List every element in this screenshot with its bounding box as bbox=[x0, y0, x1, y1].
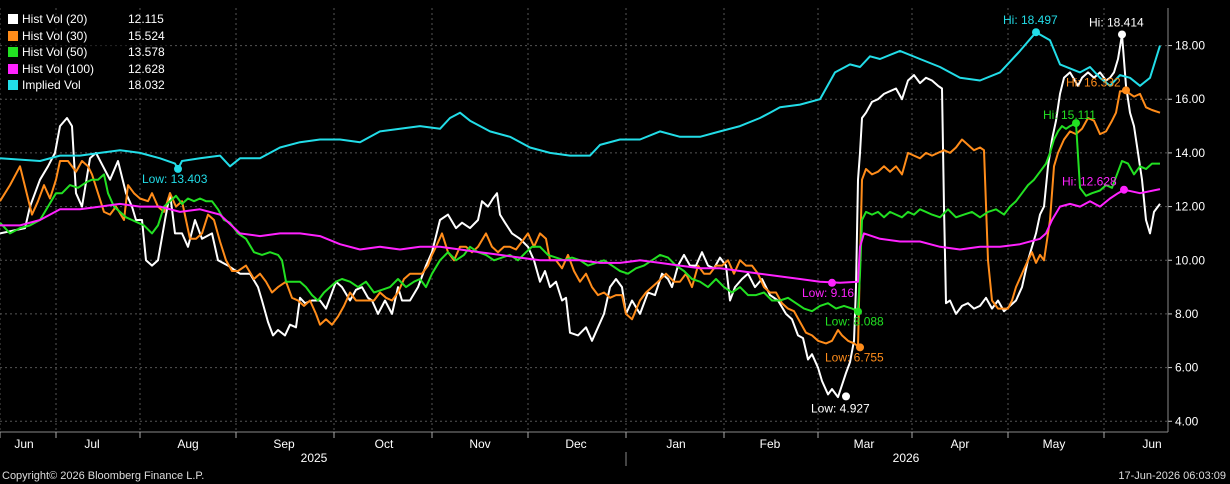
year-label: 2025 bbox=[301, 451, 328, 465]
grid bbox=[0, 8, 1168, 432]
annotation-label: Hi: 16.332 bbox=[1066, 75, 1121, 89]
annotation-marker bbox=[828, 278, 836, 287]
legend-last-value: 18.032 bbox=[128, 78, 165, 92]
x-tick-label: Jun bbox=[14, 437, 33, 451]
legend-swatch bbox=[8, 80, 18, 91]
annotation-marker bbox=[174, 164, 182, 173]
x-tick-label: Mar bbox=[854, 437, 875, 451]
legend-series-name: Hist Vol (30) bbox=[22, 28, 88, 43]
y-axis: 4.00 6.00 8.00 10.00 12.00 14.00 16.00 18.00 bbox=[1167, 8, 1205, 432]
annotation-marker bbox=[1032, 28, 1040, 37]
x-tick-label: Oct bbox=[375, 437, 394, 451]
annotation-label: Hi: 15.111 bbox=[1043, 108, 1096, 122]
annotation-marker bbox=[1120, 185, 1128, 194]
x-tick-label: Jun bbox=[1142, 437, 1161, 451]
legend-swatch bbox=[8, 47, 18, 58]
legend-series-name: Hist Vol (20) bbox=[22, 12, 88, 26]
legend-swatch bbox=[8, 14, 18, 25]
annotations: Low: 13.403 Low: 9.16 Low: 8.088 Low: 6.755… bbox=[142, 13, 1144, 415]
legend-series-name: Hist Vol (50) bbox=[22, 45, 88, 59]
annotation-marker bbox=[856, 343, 864, 352]
annotation-label: Hi: 12.628 bbox=[1062, 175, 1117, 189]
x-axis: Jun Jul Aug Sep Oct Nov Dec Jan Feb Mar Apr May Jun 2… bbox=[0, 431, 1168, 466]
series-lines bbox=[0, 31, 1161, 399]
x-tick-label: Dec bbox=[565, 437, 586, 451]
annotation-label: Hi: 18.497 bbox=[1003, 13, 1058, 27]
timestamp-text: 17-Jun-2026 06:03:09 bbox=[1118, 470, 1226, 482]
y-tick-label: 10.00 bbox=[1175, 253, 1205, 267]
x-tick-label: Apr bbox=[951, 437, 970, 451]
series-line bbox=[0, 33, 1161, 399]
x-tick-label: Aug bbox=[177, 437, 198, 451]
series-line bbox=[0, 188, 1161, 284]
legend-last-value: 12.115 bbox=[128, 12, 164, 26]
series-line bbox=[0, 90, 1161, 348]
legend-entry: Hist Vol (30) 15.524 bbox=[8, 28, 165, 45]
x-tick-label: Jan bbox=[666, 437, 685, 451]
annotation-marker bbox=[1118, 30, 1126, 39]
annotation-marker bbox=[1072, 119, 1080, 128]
legend-entry: Implied Vol 18.032 bbox=[8, 77, 165, 94]
legend-series-name: Hist Vol (100) bbox=[22, 61, 95, 76]
y-tick-label: 14.00 bbox=[1175, 146, 1205, 160]
legend: Hist Vol (20) 12.115 Hist Vol (30) 15.524 Hi… bbox=[4, 10, 169, 96]
year-label: 2026 bbox=[893, 451, 920, 465]
series-line bbox=[0, 31, 1161, 170]
legend-last-value: 13.578 bbox=[128, 45, 165, 59]
y-tick-label: 6.00 bbox=[1175, 361, 1199, 375]
legend-swatch bbox=[8, 63, 18, 74]
x-tick-label: Sep bbox=[273, 437, 295, 451]
y-tick-label: 16.00 bbox=[1175, 92, 1205, 106]
y-tick-label: 8.00 bbox=[1175, 307, 1199, 321]
legend-entry: Hist Vol (100) 12.628 bbox=[8, 61, 165, 78]
annotation-marker bbox=[1122, 86, 1130, 95]
copyright-text: Copyright© 2026 Bloomberg Finance L.P. bbox=[2, 470, 205, 482]
legend-entry: Hist Vol (20) 12.115 bbox=[8, 11, 165, 28]
annotation-label: Low: 9.16 bbox=[802, 286, 854, 300]
legend-last-value: 12.628 bbox=[128, 61, 165, 76]
annotation-label: Low: 8.088 bbox=[825, 315, 884, 329]
legend-entry: Hist Vol (50) 13.578 bbox=[8, 44, 165, 61]
annotation-label: Hi: 18.414 bbox=[1089, 15, 1144, 29]
x-tick-label: Nov bbox=[469, 437, 490, 451]
annotation-marker bbox=[842, 392, 850, 401]
legend-series-name: Implied Vol bbox=[22, 78, 81, 92]
annotation-label: Low: 4.927 bbox=[811, 401, 870, 415]
x-tick-label: Feb bbox=[760, 437, 781, 451]
y-tick-label: 12.00 bbox=[1175, 200, 1205, 214]
x-tick-label: Jul bbox=[84, 437, 99, 451]
annotation-label: Low: 13.403 bbox=[142, 172, 208, 186]
legend-last-value: 15.524 bbox=[128, 28, 165, 43]
x-tick-label: May bbox=[1043, 437, 1066, 451]
legend-swatch bbox=[8, 30, 18, 41]
annotation-marker bbox=[854, 307, 862, 316]
y-tick-label: 18.00 bbox=[1175, 39, 1205, 53]
annotation-label: Low: 6.755 bbox=[825, 350, 884, 364]
y-tick-label: 4.00 bbox=[1175, 414, 1199, 428]
